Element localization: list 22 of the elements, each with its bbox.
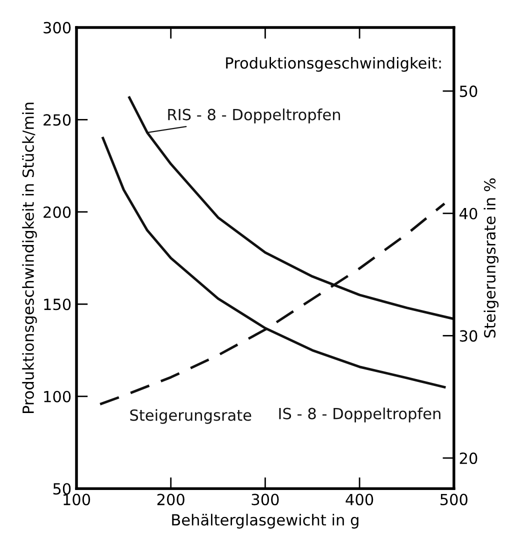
y2-tick-label: 50: [460, 86, 478, 98]
y-tick-label: 50: [53, 483, 71, 495]
x-tick-label: 500: [440, 494, 468, 506]
series-label: IS - 8 - Doppeltropfen: [279, 408, 440, 422]
x-axis-title: Behälterglasgewicht in g: [172, 514, 358, 529]
series-label: RIS - 8 - Doppeltropfen: [168, 108, 340, 124]
x-tick-label: 300: [252, 494, 279, 506]
x-tick-label: 100: [64, 494, 90, 506]
series-label: Steigerungsrate: [130, 409, 252, 424]
y-axis-title: Produktionsgeschwindigkeit in Stück/min: [22, 102, 37, 414]
y-tick-label: 250: [44, 114, 71, 126]
y-tick-label: 100: [44, 390, 71, 402]
x-tick-label: 400: [346, 494, 374, 506]
y-tick-label: 200: [44, 206, 71, 218]
y2-tick-label: 40: [460, 208, 478, 220]
y2-axis-title: Steigerungsrate in %: [484, 178, 499, 338]
y2-tick-label: 30: [460, 330, 478, 342]
y-tick-label: 150: [44, 298, 71, 310]
y-tick-label: 300: [44, 22, 71, 34]
x-tick-label: 200: [157, 494, 184, 506]
annotation: Produktionsgeschwindigkeit:: [226, 56, 441, 72]
y2-tick-label: 20: [460, 452, 478, 464]
